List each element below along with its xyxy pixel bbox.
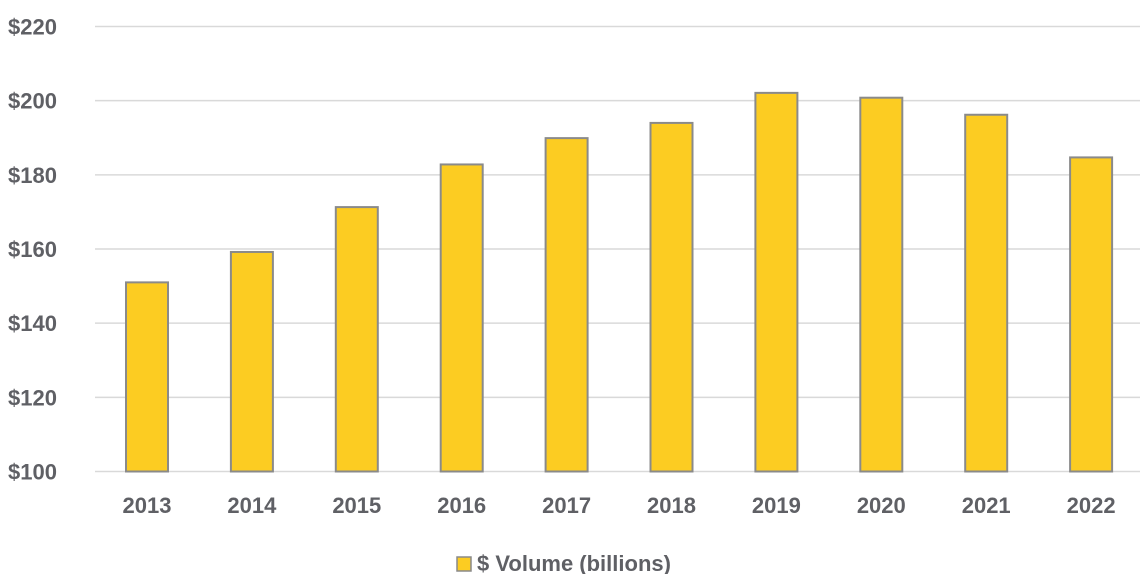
bar-2022 bbox=[1069, 156, 1114, 473]
legend: $ Volume (billions) bbox=[456, 551, 671, 576]
y-tick-label: $120 bbox=[8, 385, 57, 410]
y-tick-label: $100 bbox=[8, 460, 57, 485]
x-tick-label: 2014 bbox=[227, 493, 277, 518]
bar-2015 bbox=[334, 206, 379, 473]
bar-2014 bbox=[229, 250, 274, 473]
x-tick-label: 2020 bbox=[857, 493, 906, 518]
x-tick-label: 2019 bbox=[752, 493, 801, 518]
bars bbox=[125, 91, 1114, 473]
bar-2019 bbox=[754, 91, 799, 473]
y-tick-label: $180 bbox=[8, 163, 57, 188]
y-tick-label: $160 bbox=[8, 237, 57, 262]
y-tick-label: $140 bbox=[8, 311, 57, 336]
x-tick-label: 2013 bbox=[123, 493, 172, 518]
x-tick-label: 2017 bbox=[542, 493, 591, 518]
y-tick-label: $220 bbox=[8, 15, 57, 40]
x-axis-tick-labels: 2013 2014 2015 2016 2017 2018 2019 2020 2021 2022 bbox=[123, 493, 1116, 518]
bar-2020 bbox=[859, 96, 904, 473]
y-axis-tick-labels: $100 $120 $140 $160 $180 $200 $220 bbox=[8, 15, 57, 485]
x-tick-label: 2018 bbox=[647, 493, 696, 518]
x-tick-label: 2022 bbox=[1067, 493, 1116, 518]
bar-2018 bbox=[649, 121, 694, 473]
legend-label: $ Volume (billions) bbox=[477, 551, 671, 574]
bar-2016 bbox=[439, 163, 484, 473]
bar-2013 bbox=[125, 281, 169, 473]
legend-swatch bbox=[456, 556, 472, 572]
bar-2017 bbox=[544, 137, 589, 473]
x-tick-label: 2016 bbox=[437, 493, 486, 518]
x-tick-label: 2021 bbox=[962, 493, 1011, 518]
bar-2021 bbox=[964, 113, 1009, 473]
x-tick-label: 2015 bbox=[332, 493, 381, 518]
y-tick-label: $200 bbox=[8, 89, 57, 114]
